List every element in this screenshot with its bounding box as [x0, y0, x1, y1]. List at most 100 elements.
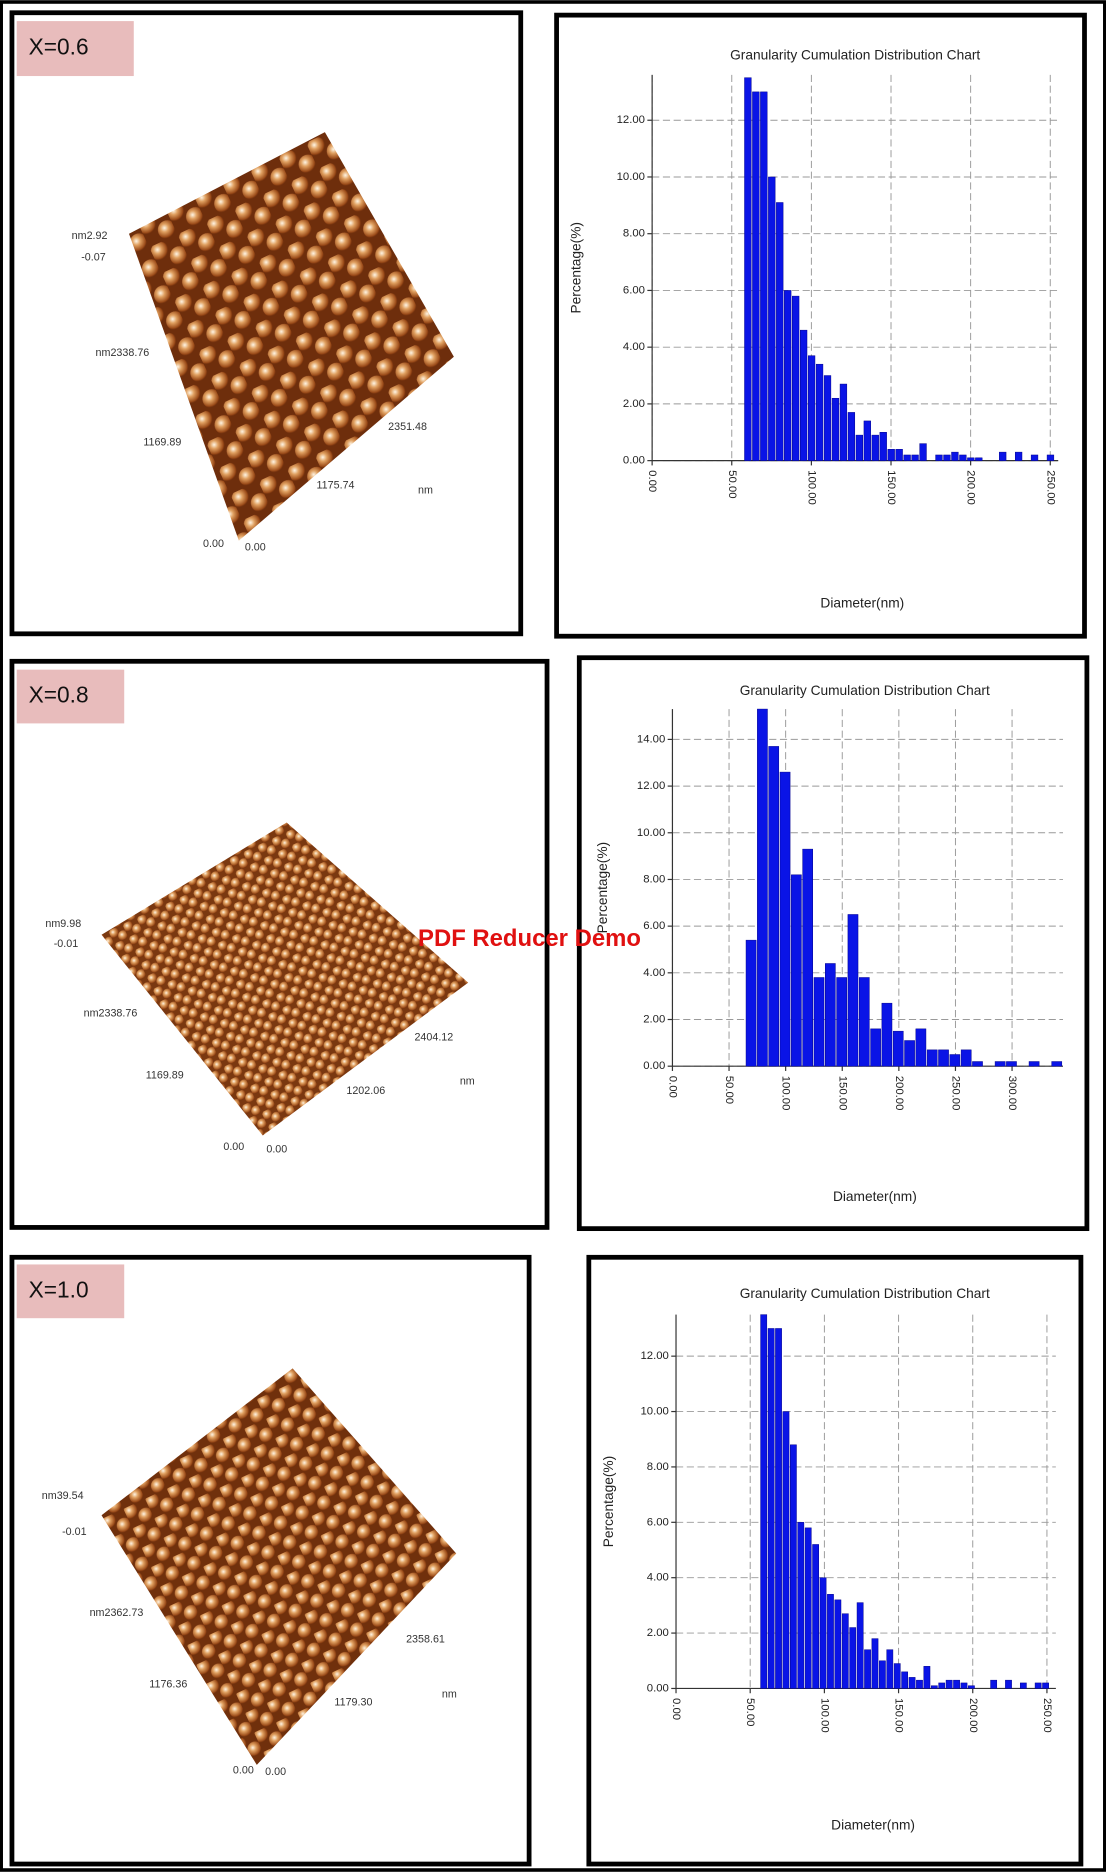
bar: [807, 355, 816, 461]
y-tick-label: 4.00: [643, 967, 665, 979]
bar: [834, 1599, 842, 1689]
y-tick-label: 10.00: [640, 1406, 668, 1418]
bar: [825, 963, 836, 1067]
x-tick-label: 200.00: [893, 1076, 905, 1111]
bar: [775, 1328, 782, 1689]
bar: [1014, 451, 1023, 461]
bar: [858, 977, 870, 1067]
bar: [1042, 1682, 1049, 1689]
bar: [999, 451, 1007, 461]
bar: [1034, 1682, 1042, 1689]
afm-axis-label: nm2338.76: [84, 1007, 138, 1019]
y-tick-label: 12.00: [640, 1350, 668, 1362]
bar: [960, 1049, 972, 1067]
bar: [938, 1682, 946, 1689]
x-tick-label: 100.00: [780, 1076, 792, 1111]
bar: [1019, 1682, 1027, 1689]
y-tick-label: 10.00: [637, 827, 665, 839]
x-tick-label: 50.00: [726, 470, 738, 498]
y-tick-label: 4.00: [647, 1572, 669, 1584]
x-axis-label: Diameter(nm): [820, 596, 904, 611]
bar: [908, 1677, 916, 1689]
bar: [839, 383, 848, 461]
bar: [847, 412, 856, 461]
bar: [791, 874, 802, 1067]
bar: [893, 1663, 901, 1689]
chart-title: Granularity Cumulation Distribution Char…: [740, 1286, 990, 1301]
x-tick-label: 0.00: [646, 470, 658, 492]
bar: [1030, 454, 1039, 461]
bar: [887, 449, 895, 461]
bar: [864, 1649, 871, 1689]
y-axis-label: Percentage(%): [601, 1456, 616, 1548]
bar: [967, 457, 975, 461]
y-tick-label: 6.00: [647, 1516, 669, 1528]
bar: [760, 1314, 768, 1689]
y-tick-label: 2.00: [623, 398, 645, 410]
bar: [926, 1049, 938, 1067]
bar: [871, 1638, 879, 1689]
bar: [757, 708, 768, 1067]
bar: [792, 295, 800, 461]
bar: [879, 432, 887, 461]
bar: [870, 1028, 881, 1067]
afm-axis-label: nm2362.73: [90, 1607, 144, 1619]
bar: [886, 1649, 894, 1689]
bar: [915, 1028, 927, 1067]
chart-frame: [576, 655, 1090, 1232]
bar: [831, 397, 840, 461]
bar: [813, 977, 825, 1067]
y-tick-label: 2.00: [643, 1014, 665, 1026]
afm-surface: [101, 822, 469, 1136]
bar: [836, 977, 847, 1067]
bar: [797, 1522, 805, 1689]
bar: [752, 91, 760, 461]
bar: [968, 1685, 975, 1689]
bar: [879, 1660, 886, 1689]
bar: [802, 848, 813, 1067]
panel-label: X=1.0: [29, 1276, 89, 1302]
afm-axis-label: 1169.89: [143, 437, 181, 449]
afm-axis-label: 2358.61: [406, 1633, 445, 1645]
y-tick-label: 6.00: [623, 284, 645, 296]
bar: [990, 1679, 998, 1689]
y-tick-label: 2.00: [647, 1627, 669, 1639]
afm-axis-label: 0.00: [203, 538, 224, 550]
y-tick-label: 0.00: [623, 455, 645, 467]
afm-axis-label: 0.00: [245, 542, 266, 554]
x-tick-label: 50.00: [744, 1698, 756, 1726]
x-tick-label: 250.00: [1041, 1698, 1053, 1733]
bar: [782, 1411, 790, 1689]
x-axis-label: Diameter(nm): [833, 1189, 917, 1204]
bar: [892, 1030, 904, 1067]
bar: [1005, 1679, 1012, 1689]
y-tick-label: 6.00: [643, 920, 665, 932]
bar: [938, 1049, 949, 1067]
bar: [953, 1679, 960, 1689]
afm-axis-label: nm: [442, 1688, 457, 1700]
bar: [790, 1444, 797, 1689]
bar: [815, 363, 824, 461]
x-tick-label: 150.00: [836, 1076, 848, 1111]
afm-axis-label: 1202.06: [346, 1085, 385, 1097]
x-tick-label: 100.00: [818, 1698, 830, 1733]
afm-axis-label: nm: [460, 1076, 475, 1088]
afm-axis-label: -0.07: [81, 251, 105, 263]
label-box: [16, 669, 125, 724]
y-axis-label: Percentage(%): [569, 222, 584, 314]
bar: [776, 202, 784, 461]
x-tick-label: 0.00: [666, 1076, 678, 1098]
bar: [949, 1054, 961, 1067]
bar: [827, 1594, 834, 1689]
bar: [768, 746, 780, 1067]
x-tick-label: 150.00: [885, 470, 897, 505]
bar: [760, 91, 768, 461]
afm-axis-label: nm2.92: [72, 230, 108, 242]
bar: [744, 77, 752, 461]
y-tick-label: 14.00: [637, 733, 665, 745]
x-tick-label: 300.00: [1006, 1076, 1018, 1111]
x-tick-label: 150.00: [893, 1698, 905, 1733]
panel-label: X=0.8: [29, 682, 89, 708]
label-box: [16, 21, 134, 77]
